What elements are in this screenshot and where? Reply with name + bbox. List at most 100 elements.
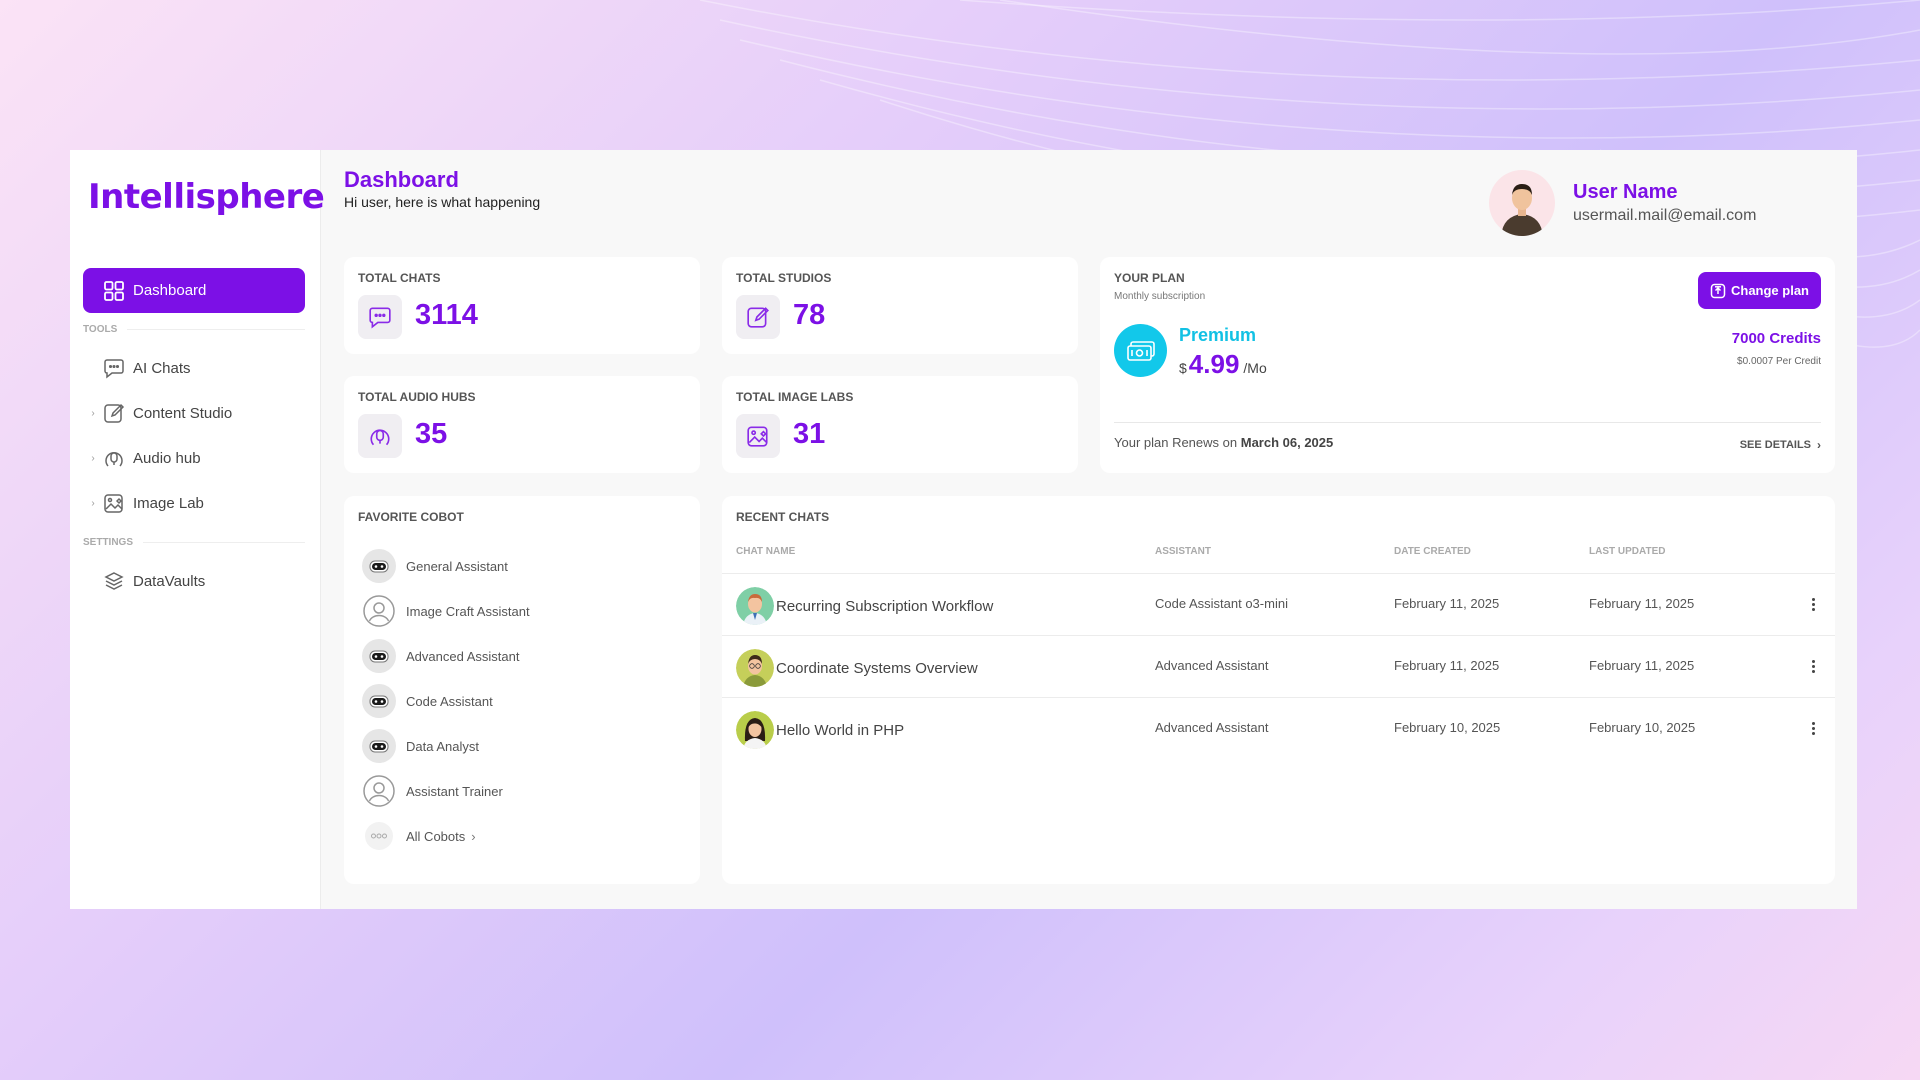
stat-label: TOTAL IMAGE LABS [736,390,854,404]
chat-date-created: February 11, 2025 [1394,596,1500,611]
app-logo: Intellisphere [88,177,325,217]
robot-icon [361,638,397,674]
favorite-cobot-title: FAVORITE COBOT [358,510,464,524]
chat-assistant: Code Assistant o3-mini [1155,596,1288,611]
sidebar-item-audio-hub[interactable]: › Audio hub [83,440,305,476]
all-cobots-link[interactable]: All Cobots › [361,818,476,854]
plan-credits: 7000 Credits [1731,330,1821,347]
table-row[interactable]: Recurring Subscription Workflow Code Ass… [722,573,1835,635]
table-row[interactable]: Coordinate Systems Overview Advanced Ass… [722,635,1835,697]
stat-value: 31 [793,418,826,450]
sidebar-item-label: Dashboard [133,282,207,299]
avatar [736,711,774,749]
plan-label: YOUR PLAN [1114,271,1185,285]
column-header[interactable]: LAST UPDATED [1589,546,1666,557]
stat-card-total-studios: TOTAL STUDIOS 78 [722,257,1078,354]
sidebar-item-label: Content Studio [133,404,233,422]
sidebar-item-datavaults[interactable]: DataVaults [83,563,305,599]
section-label-settings: SETTINGS [83,537,305,548]
chat-last-updated: February 11, 2025 [1589,596,1695,611]
robot-icon [361,728,397,764]
plan-credit-rate: $0.0007 Per Credit [1737,356,1821,367]
plan-renew-text: Your plan Renews on March 06, 2025 [1114,435,1334,450]
stat-card-total-image-labs: TOTAL IMAGE LABS 31 [722,376,1078,473]
audio-icon [358,414,402,458]
chat-name[interactable]: Recurring Subscription Workflow [736,587,993,625]
recent-chats-title: RECENT CHATS [736,510,830,524]
sidebar-item-dashboard[interactable]: Dashboard [83,268,305,313]
chevron-right-icon[interactable]: › [91,497,95,509]
chevron-right-icon: › [471,828,476,844]
table-row[interactable]: Hello World in PHP Advanced Assistant Fe… [722,697,1835,759]
plan-card: YOUR PLAN Monthly subscription Change pl… [1100,257,1835,473]
plan-price: $ 4.99 /Mo [1179,349,1267,379]
chat-name[interactable]: Coordinate Systems Overview [736,649,978,687]
sidebar: Intellisphere Dashboard TOOLS AI Chats › [70,150,325,909]
chat-last-updated: February 11, 2025 [1589,658,1695,673]
plan-name: Premium [1179,325,1257,345]
stat-card-total-audio-hubs: TOTAL AUDIO HUBS 35 [344,376,700,473]
robot-icon [361,683,397,719]
chat-last-updated: February 10, 2025 [1589,720,1696,735]
divider [1114,422,1821,423]
audio-icon [103,447,125,469]
user-name: User Name [1573,181,1678,203]
avatar[interactable] [1489,170,1555,236]
page-title: Dashboard [344,167,459,192]
user-profile[interactable]: User Name usermail.mail@email.com [1489,170,1756,236]
section-label-tools: TOOLS [83,324,305,335]
stat-value: 78 [793,299,826,331]
favorite-cobot-card: FAVORITE COBOT General Assistant Image C… [344,496,700,884]
sidebar-item-label: Audio hub [133,449,201,467]
sidebar-item-label: Image Lab [133,494,204,512]
more-vertical-icon[interactable] [1803,716,1823,740]
image-edit-icon [736,414,780,458]
more-vertical-icon[interactable] [1803,654,1823,678]
sidebar-item-ai-chats[interactable]: AI Chats [83,350,305,386]
see-details-link[interactable]: SEE DETAILS › [1739,438,1821,452]
chat-icon [358,295,402,339]
cobot-advanced-assistant[interactable]: Advanced Assistant [361,638,519,674]
chat-assistant: Advanced Assistant [1155,658,1269,673]
chat-name[interactable]: Hello World in PHP [736,711,904,749]
edit-icon [736,295,780,339]
image-edit-icon [103,492,125,514]
chat-assistant: Advanced Assistant [1155,720,1269,735]
stat-label: TOTAL CHATS [358,271,441,285]
stat-label: TOTAL STUDIOS [736,271,832,285]
robot-icon [361,548,397,584]
cobot-data-analyst[interactable]: Data Analyst [361,728,479,764]
cobot-image-craft-assistant[interactable]: Image Craft Assistant [361,593,530,629]
sidebar-item-content-studio[interactable]: › Content Studio [83,395,305,431]
user-outline-icon [361,593,397,629]
more-vertical-icon[interactable] [1803,592,1823,616]
sidebar-item-label: AI Chats [133,359,191,377]
user-outline-icon [361,773,397,809]
chat-date-created: February 11, 2025 [1394,658,1500,673]
recent-chats-card: RECENT CHATS CHAT NAME ASSISTANT DATE CR… [722,496,1835,884]
sidebar-item-image-lab[interactable]: › Image Lab [83,485,305,521]
chevron-right-icon: › [1817,438,1821,452]
cobot-general-assistant[interactable]: General Assistant [361,548,508,584]
app-window: Intellisphere Dashboard TOOLS AI Chats › [70,150,1857,909]
chevron-right-icon[interactable]: › [91,452,95,464]
main-content: Dashboard Hi user, here is what happenin… [321,150,1857,909]
cobot-code-assistant[interactable]: Code Assistant [361,683,493,719]
stat-value: 3114 [415,299,478,331]
layers-icon [103,570,125,592]
avatar [736,649,774,687]
column-header[interactable]: DATE CREATED [1394,546,1471,557]
user-email: usermail.mail@email.com [1573,207,1757,224]
upgrade-icon [1710,283,1726,299]
column-header[interactable]: ASSISTANT [1155,546,1211,557]
stat-value: 35 [415,418,448,450]
cobot-assistant-trainer[interactable]: Assistant Trainer [361,773,503,809]
edit-icon [103,402,125,424]
change-plan-button[interactable]: Change plan [1697,272,1821,309]
chat-icon [103,357,125,379]
column-header[interactable]: CHAT NAME [736,546,796,557]
avatar [736,587,774,625]
chevron-right-icon[interactable]: › [91,407,95,419]
sidebar-item-label: DataVaults [133,572,206,590]
chat-date-created: February 10, 2025 [1394,720,1501,735]
